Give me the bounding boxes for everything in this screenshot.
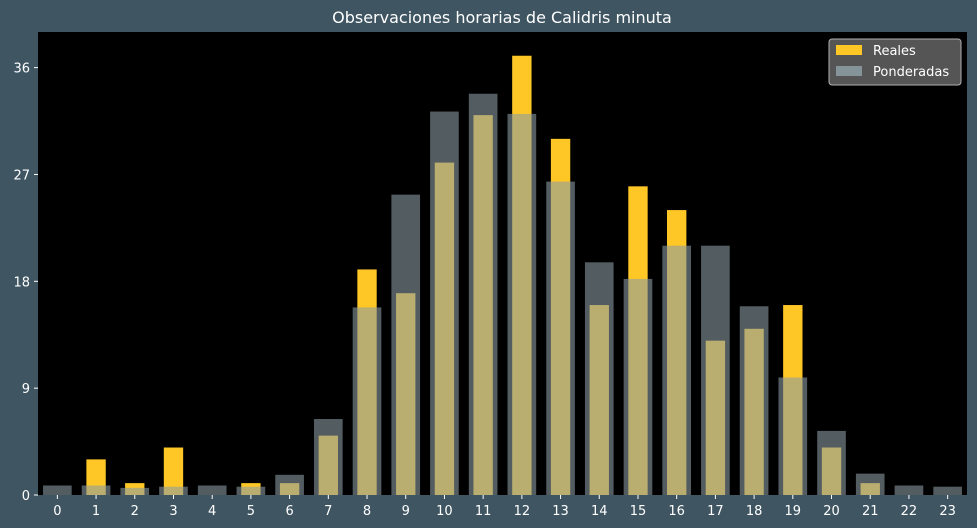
bar-ponderadas-12 [507, 113, 537, 496]
x-tick-label-10: 10 [436, 504, 453, 519]
x-tick-label-17: 17 [707, 504, 724, 519]
y-tick-label-27: 27 [13, 168, 30, 183]
x-tick-label-18: 18 [746, 504, 763, 519]
bar-ponderadas-13 [546, 181, 575, 496]
bar-ponderadas-8 [352, 307, 382, 495]
bar-ponderadas-9 [391, 194, 421, 495]
x-axis: 0 1 2 3 4 5 6 7 8 9 10 11 12 13 14 15 16 17 18 19 20 21 22 23 [53, 495, 956, 519]
bars-ponderadas [43, 93, 962, 496]
x-tick-label-20: 20 [823, 504, 840, 519]
x-tick-label-12: 12 [514, 504, 531, 519]
x-tick-label-21: 21 [862, 504, 879, 519]
x-tick-label-1: 1 [92, 504, 100, 519]
legend-label-ponderadas: Ponderadas [873, 65, 949, 80]
x-tick-label-5: 5 [247, 504, 255, 519]
bar-ponderadas-10 [430, 111, 459, 496]
bar-ponderadas-16 [662, 245, 692, 495]
x-tick-label-9: 9 [402, 504, 410, 519]
bar-ponderadas-17 [701, 245, 730, 495]
x-tick-label-3: 3 [169, 504, 177, 519]
x-tick-label-14: 14 [591, 504, 608, 519]
chart-title: Observaciones horarias de Calidris minut… [332, 8, 672, 27]
y-tick-label-0: 0 [22, 489, 30, 504]
legend-label-reales: Reales [873, 44, 916, 59]
bar-ponderadas-7 [313, 419, 343, 495]
bar-ponderadas-19 [778, 377, 808, 495]
x-tick-label-16: 16 [668, 504, 685, 519]
bar-ponderadas-11 [468, 93, 498, 495]
x-tick-label-8: 8 [363, 504, 371, 519]
bar-ponderadas-18 [739, 306, 769, 495]
y-tick-label-36: 36 [13, 62, 30, 77]
bar-ponderadas-22 [894, 485, 924, 495]
x-tick-label-4: 4 [208, 504, 216, 519]
y-axis: 0 9 18 27 36 [13, 62, 38, 504]
bar-ponderadas-3 [159, 486, 188, 495]
x-tick-label-0: 0 [53, 504, 61, 519]
y-tick-label-18: 18 [13, 275, 30, 290]
legend-swatch-ponderadas [836, 66, 862, 76]
bar-ponderadas-2 [120, 487, 150, 495]
legend: Reales Ponderadas [828, 38, 962, 86]
bar-ponderadas-15 [623, 278, 653, 495]
bar-ponderadas-21 [855, 473, 885, 495]
bar-ponderadas-0 [43, 485, 72, 495]
bar-ponderadas-4 [197, 485, 227, 495]
y-tick-label-9: 9 [22, 382, 30, 397]
bar-ponderadas-20 [817, 430, 846, 495]
x-tick-label-2: 2 [131, 504, 139, 519]
x-tick-label-6: 6 [285, 504, 293, 519]
x-tick-label-11: 11 [475, 504, 492, 519]
bar-ponderadas-1 [81, 485, 111, 495]
x-tick-label-23: 23 [939, 504, 956, 519]
legend-swatch-reales [836, 45, 862, 55]
bar-ponderadas-6 [275, 474, 304, 495]
x-tick-label-19: 19 [785, 504, 802, 519]
bar-reales-3 [163, 447, 184, 495]
x-tick-label-13: 13 [552, 504, 569, 519]
bar-ponderadas-5 [236, 486, 266, 495]
plot-area [38, 32, 967, 495]
x-tick-label-22: 22 [901, 504, 918, 519]
bar-ponderadas-23 [933, 486, 962, 495]
x-tick-label-7: 7 [324, 504, 332, 519]
x-tick-label-15: 15 [630, 504, 647, 519]
bar-ponderadas-14 [584, 262, 614, 495]
